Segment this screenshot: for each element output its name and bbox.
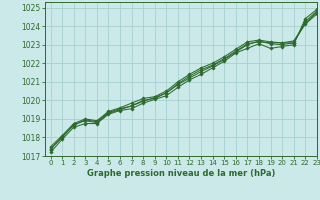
X-axis label: Graphe pression niveau de la mer (hPa): Graphe pression niveau de la mer (hPa) [87,169,275,178]
